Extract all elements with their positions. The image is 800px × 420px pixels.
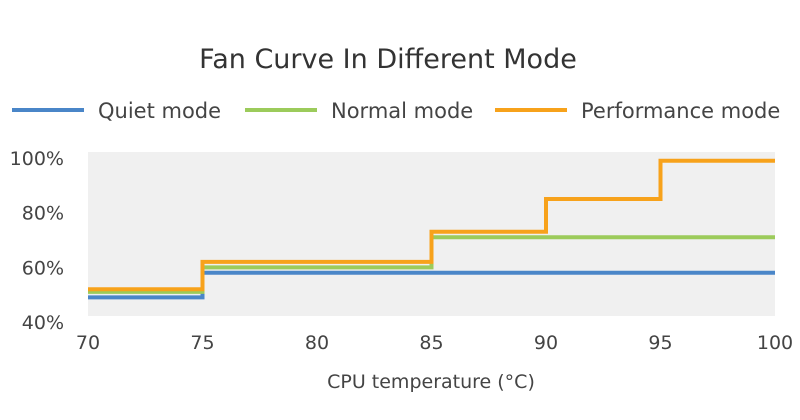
y-tick-label: 60% bbox=[22, 257, 64, 279]
x-tick-label: 90 bbox=[534, 332, 558, 354]
chart-title: Fan Curve In Different Mode bbox=[199, 44, 577, 75]
legend-label-2: Performance mode bbox=[581, 99, 780, 123]
chart-legend: Quiet mode Normal mode Performance mode bbox=[12, 99, 780, 123]
x-tick-label: 100 bbox=[757, 332, 793, 354]
x-axis-ticks: 70 75 80 85 90 95 100 bbox=[76, 332, 793, 354]
y-tick-label: 100% bbox=[10, 148, 64, 170]
series-lines bbox=[88, 158, 775, 300]
x-axis-label: CPU temperature (°C) bbox=[327, 371, 535, 393]
series-line-2 bbox=[88, 158, 775, 292]
x-tick-label: 95 bbox=[648, 332, 672, 354]
y-tick-label: 80% bbox=[22, 203, 64, 225]
x-tick-label: 75 bbox=[190, 332, 214, 354]
y-axis-ticks: 40% 60% 80% 100% bbox=[10, 148, 64, 334]
x-tick-label: 85 bbox=[419, 332, 443, 354]
legend-label-0: Quiet mode bbox=[98, 99, 221, 123]
x-tick-label: 80 bbox=[305, 332, 329, 354]
y-tick-label: 40% bbox=[22, 312, 64, 334]
legend-label-1: Normal mode bbox=[331, 99, 473, 123]
x-tick-label: 70 bbox=[76, 332, 100, 354]
series-line-1 bbox=[88, 235, 775, 294]
